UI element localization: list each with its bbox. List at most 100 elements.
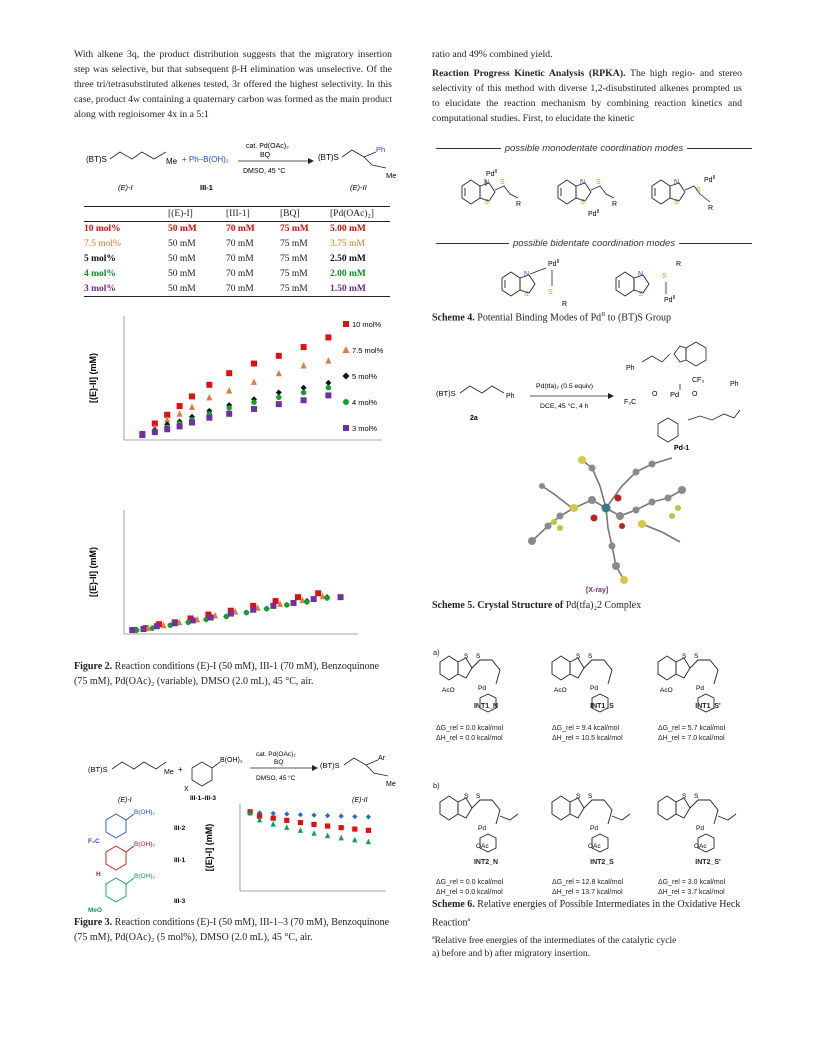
- svg-text:AcO: AcO: [660, 687, 673, 694]
- mono-heading: possible monodentate coordination modes: [436, 143, 753, 154]
- legend-label: 10 mol%: [352, 320, 382, 329]
- data-point: [149, 625, 156, 631]
- data-point: [284, 817, 290, 823]
- scheme-bottom: (BT)S Me + B(OH)₂ X III-1–III-3 cat. Pd(…: [88, 751, 396, 914]
- data-point: [270, 815, 276, 821]
- chart-catalyst-loading-1: [(E)-II] (mM) 10 mol% 7.5 mol% 5 mol% 4 mol%…: [88, 316, 384, 441]
- legend-marker: [342, 372, 350, 380]
- table-header: [Pd(OAc)₂]: [330, 209, 374, 219]
- data-point: [275, 352, 282, 359]
- data-point: [304, 599, 310, 605]
- svg-text:BQ: BQ: [274, 759, 283, 766]
- svg-text:H: H: [96, 871, 101, 878]
- svg-text:S: S: [694, 793, 699, 800]
- svg-text:Pd: Pd: [670, 390, 679, 399]
- data-point: [176, 403, 183, 410]
- data-point: [206, 393, 213, 401]
- svg-text:R: R: [708, 205, 713, 212]
- svg-text:S: S: [464, 653, 469, 660]
- svg-text:Me: Me: [386, 781, 396, 788]
- table-cell: 5.00 mM: [330, 224, 366, 235]
- svg-text:R: R: [676, 261, 681, 268]
- intermediates-b: INT2_N ΔG_rel = 0.0 kcal/mol ΔH_rel = 0.0 …: [436, 858, 756, 896]
- data-point: [139, 432, 146, 439]
- data-point: [352, 826, 358, 832]
- data-point: [315, 590, 322, 597]
- data-point: [189, 403, 195, 411]
- svg-text:O: O: [692, 391, 698, 398]
- data-point: [338, 825, 344, 831]
- figure-2-caption: Figure 2. Reaction conditions (E)-I (50 …: [74, 661, 380, 687]
- data-point: [257, 816, 263, 823]
- data-point: [206, 414, 213, 421]
- intermediate-entry: INT1_N ΔG_rel = 0.0 kcal/mol ΔH_rel = 0.0 …: [436, 702, 536, 744]
- svg-text:Pd: Pd: [590, 825, 598, 832]
- data-point: [263, 606, 270, 612]
- data-point: [251, 399, 257, 405]
- svg-text:Ph: Ph: [626, 365, 635, 372]
- legend-label: 4 mol%: [352, 398, 377, 407]
- table-cell: 75 mM: [280, 283, 308, 294]
- delta-h: ΔH_rel = 10.5 kcal/mol: [552, 735, 623, 742]
- data-point: [203, 616, 209, 623]
- svg-text:S: S: [662, 273, 667, 280]
- svg-text:III-3: III-3: [174, 898, 186, 905]
- data-point: [164, 421, 171, 428]
- y-axis-label: [(E)-I] (mM): [204, 824, 214, 871]
- data-point: [160, 621, 167, 629]
- delta-g: ΔG_rel = 5.7 kcal/mol: [658, 725, 726, 732]
- svg-text:2a: 2a: [470, 415, 478, 422]
- chart-catalyst-loading-2: [(E)-II] (mM): [88, 510, 358, 635]
- svg-text:R: R: [612, 201, 617, 208]
- data-point: [275, 401, 282, 408]
- table-cell: 50 mM: [168, 269, 196, 279]
- data-point: [284, 811, 290, 817]
- svg-text:Me: Me: [164, 769, 174, 776]
- svg-text:B(OH)₂: B(OH)₂: [134, 873, 155, 880]
- data-point: [247, 809, 253, 816]
- table-header: [III-1]: [226, 209, 250, 219]
- svg-text:OAc: OAc: [588, 843, 601, 850]
- delta-g: ΔG_rel = 0.0 kcal/mol: [436, 879, 504, 886]
- svg-text:OAc: OAc: [694, 843, 707, 850]
- svg-text:S: S: [524, 291, 529, 298]
- table-row: 3 mol% 50 mM 70 mM 75 mM 1.50 mM: [84, 282, 390, 297]
- legend-marker: [343, 425, 349, 431]
- reactant-text: (BT)S: [86, 155, 107, 164]
- svg-text:O: O: [652, 391, 658, 398]
- right-paragraph-2: Reaction Progress Kinetic Analysis (RPKA…: [432, 68, 742, 124]
- delta-g: ΔG_rel = 0.0 kcal/mol: [436, 725, 504, 732]
- delta-h: ΔH_rel = 0.0 kcal/mol: [436, 735, 503, 742]
- scheme-top: (BT)S Me + Ph–B(OH)₂ (E)-I III-1 cat. Pd…: [86, 143, 396, 192]
- data-point: [352, 813, 358, 820]
- data-point: [189, 393, 195, 400]
- data-point: [310, 596, 317, 603]
- table-cell: 3 mol%: [84, 283, 116, 294]
- svg-text:Ph: Ph: [376, 145, 385, 154]
- delta-h: ΔH_rel = 3.7 kcal/mol: [658, 889, 725, 896]
- svg-text:III-2: III-2: [174, 825, 186, 832]
- table-row: 5 mol% 50 mM 70 mM 75 mM 2.50 mM: [84, 252, 390, 267]
- data-point: [185, 619, 191, 625]
- svg-text:PdII: PdII: [486, 169, 497, 178]
- data-point: [365, 838, 371, 845]
- data-point: [151, 420, 158, 427]
- svg-text:AcO: AcO: [554, 687, 567, 694]
- right-paragraph-1: ratio and 49% combined yield.: [432, 49, 553, 60]
- svg-text:PdII: PdII: [548, 259, 559, 268]
- data-point: [176, 410, 183, 417]
- data-point: [226, 402, 233, 409]
- data-point: [300, 397, 307, 404]
- svg-text:B(OH)₂: B(OH)₂: [134, 809, 155, 816]
- left-paragraph: With alkene 3q, the product distribution…: [74, 49, 393, 120]
- data-point: [270, 810, 276, 817]
- svg-text:(E)-II: (E)-II: [352, 797, 368, 804]
- scheme-6-caption: Scheme 6. Relative energies of Possible …: [432, 899, 741, 928]
- svg-text:F₃C: F₃C: [624, 399, 636, 406]
- delta-h: ΔH_rel = 7.0 kcal/mol: [658, 735, 725, 742]
- table-header: [BQ]: [280, 209, 300, 219]
- table-cell: 70 mM: [226, 254, 254, 264]
- data-point: [297, 819, 303, 826]
